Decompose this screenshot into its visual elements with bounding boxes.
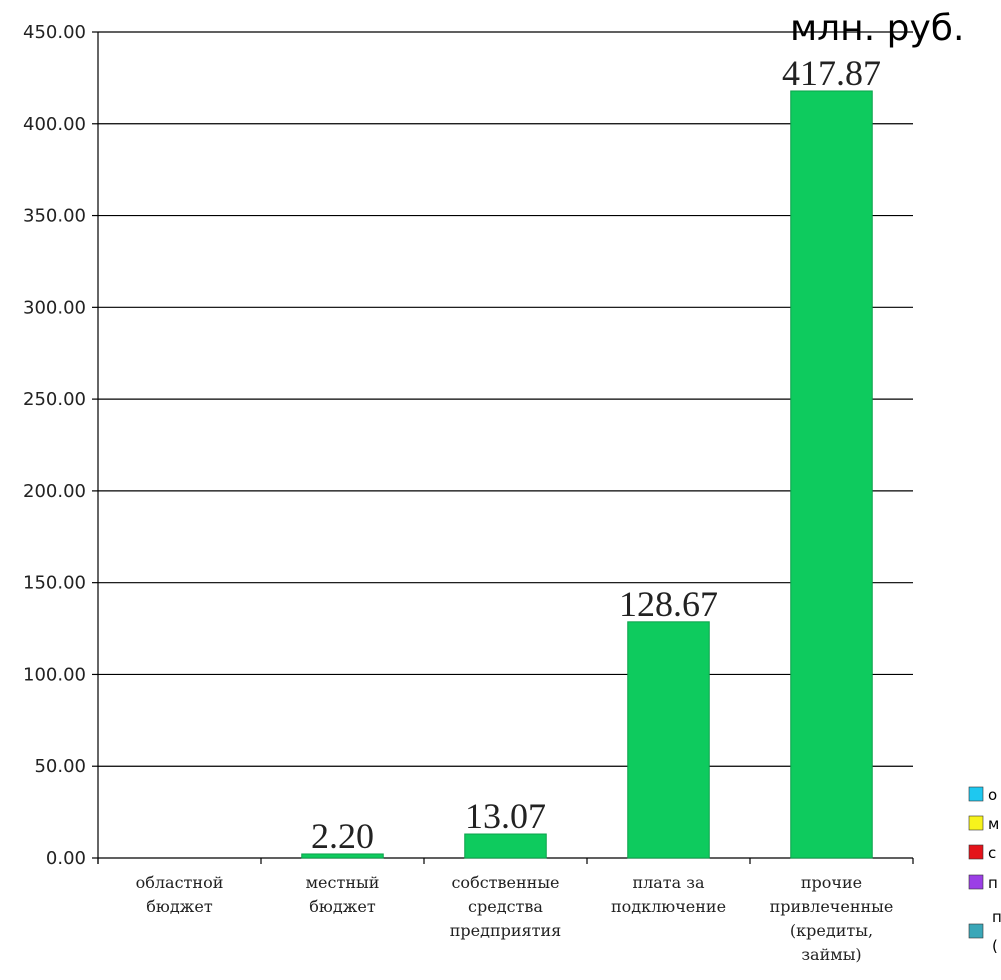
- x-tick-label: областной бюджет: [136, 873, 224, 916]
- legend-swatch: [968, 786, 984, 802]
- bar: [790, 90, 873, 859]
- y-tick-label: 200.00: [23, 481, 86, 502]
- y-tick-label: 0.00: [46, 848, 86, 869]
- legend-swatch: [968, 844, 984, 860]
- bar-value-label: 13.07: [465, 796, 546, 836]
- legend-label: п: [988, 874, 998, 892]
- y-tick-label: 400.00: [23, 114, 86, 135]
- legend-swatch: [968, 815, 984, 831]
- legend-swatch: [968, 923, 984, 939]
- bar-value-label: 417.87: [782, 53, 881, 93]
- legend-label: (: [992, 937, 998, 955]
- y-tick-label: 50.00: [34, 756, 86, 777]
- legend-label: о: [988, 786, 997, 804]
- bar: [464, 833, 547, 859]
- y-tick-label: 250.00: [23, 389, 86, 410]
- x-tick-label: плата за подключение: [611, 873, 726, 916]
- bar-value-label: 2.20: [311, 816, 374, 856]
- y-tick-label: 150.00: [23, 573, 86, 594]
- y-tick-label: 450.00: [23, 22, 86, 43]
- y-tick-label: 300.00: [23, 297, 86, 318]
- legend-swatch: [968, 874, 984, 890]
- legend-label: п: [992, 908, 1001, 926]
- x-tick-label: местный бюджет: [306, 873, 380, 916]
- y-tick-label: 350.00: [23, 206, 86, 227]
- legend-label: с: [988, 844, 996, 862]
- y-tick-label: 100.00: [23, 664, 86, 685]
- bar: [301, 853, 384, 859]
- x-tick-label: собственные средства предприятия: [450, 873, 562, 940]
- unit-label: млн. руб.: [790, 8, 964, 49]
- x-tick-label: прочие привлеченные (кредиты, займы): [770, 873, 894, 964]
- legend-label: м: [988, 815, 999, 833]
- bar: [627, 621, 710, 859]
- bar-value-label: 128.67: [619, 584, 718, 624]
